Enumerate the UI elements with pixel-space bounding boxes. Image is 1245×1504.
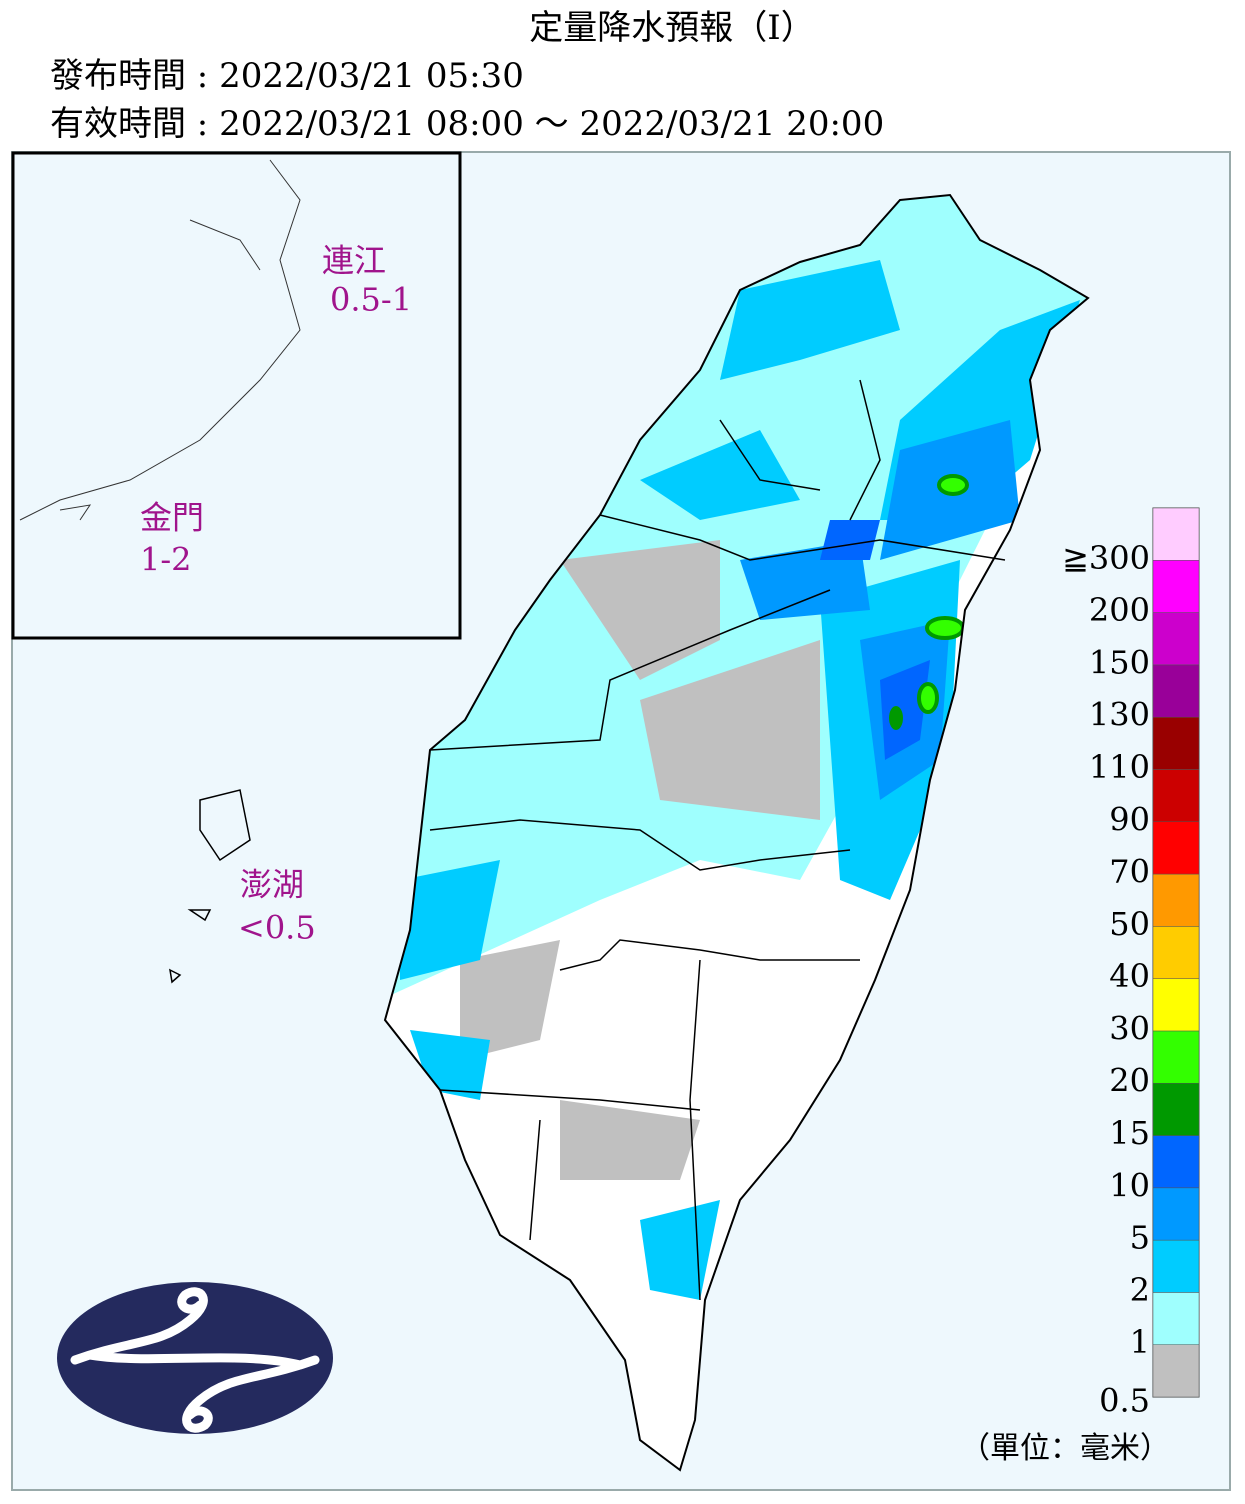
legend-label: 15 — [1109, 1114, 1150, 1152]
legend-swatch — [1152, 1135, 1200, 1189]
legend-swatch — [1152, 926, 1200, 979]
legend-swatch — [1152, 978, 1200, 1032]
legend-label: 30 — [1109, 1009, 1150, 1047]
legend-label: 110 — [1089, 748, 1150, 786]
legend-swatch — [1152, 1187, 1200, 1241]
inset-frame — [11, 151, 462, 640]
region-name: 澎湖 — [240, 866, 304, 904]
county-borders — [429, 379, 1006, 1301]
legend-swatch — [1152, 821, 1200, 875]
legend-swatch — [1152, 612, 1200, 666]
legend-label: 40 — [1109, 957, 1150, 995]
legend-swatch — [1152, 507, 1200, 561]
legend-swatch — [1152, 1082, 1200, 1136]
title: 定量降水預報（Ⅰ） — [529, 8, 814, 48]
penghu-outline — [169, 789, 251, 984]
region-name: 連江 — [322, 242, 386, 280]
legend-swatch — [1152, 1292, 1200, 1345]
region-value: <0.5 — [238, 909, 316, 947]
region-value: 0.5-1 — [330, 281, 412, 319]
legend-label: ≧300 — [1062, 539, 1150, 577]
issued-time: 發布時間 : 2022/03/21 05:30 — [50, 56, 524, 96]
legend-swatch — [1152, 1030, 1200, 1084]
legend-label: 90 — [1109, 800, 1150, 838]
taiwan-outline — [383, 193, 1090, 1472]
legend-label: 70 — [1109, 853, 1150, 891]
legend-label: 150 — [1089, 643, 1150, 681]
legend-label: 2 — [1130, 1271, 1150, 1309]
legend-swatch — [1152, 1239, 1200, 1293]
legend-label: 200 — [1089, 591, 1150, 629]
legend-swatch — [1152, 560, 1200, 613]
coast-outline — [19, 159, 301, 521]
region-value: 1-2 — [140, 541, 192, 579]
logo-swirl — [70, 1287, 320, 1433]
legend-swatch — [1152, 1344, 1200, 1398]
legend-label: 1 — [1130, 1323, 1150, 1361]
legend-swatch — [1152, 664, 1200, 718]
legend-label: 5 — [1130, 1219, 1150, 1257]
legend-label: 0.5 — [1099, 1382, 1150, 1420]
legend-label: 50 — [1109, 905, 1150, 943]
legend-swatch — [1152, 769, 1200, 823]
legend-label: 10 — [1109, 1166, 1150, 1204]
legend-swatch — [1152, 873, 1200, 927]
legend-unit: （單位：毫米） — [960, 1431, 1170, 1466]
legend-swatch — [1152, 716, 1200, 770]
valid-time: 有效時間 : 2022/03/21 08:00 ～ 2022/03/21 20:… — [50, 104, 884, 144]
legend-label: 130 — [1089, 696, 1150, 734]
legend-label: 20 — [1109, 1062, 1150, 1100]
region-name: 金門 — [140, 499, 204, 537]
